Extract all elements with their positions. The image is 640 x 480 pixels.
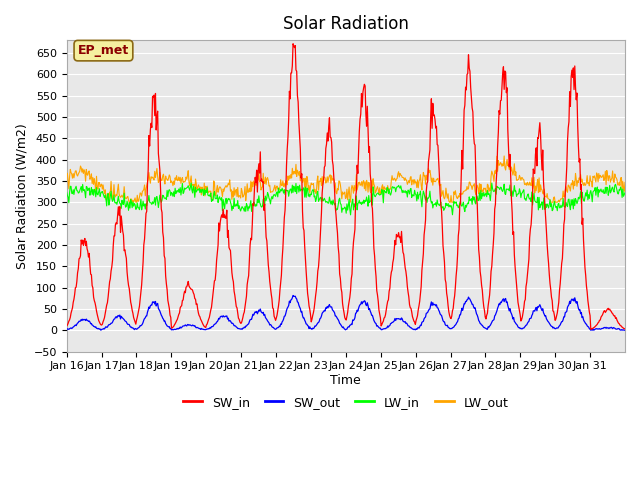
X-axis label: Time: Time bbox=[330, 374, 361, 387]
Title: Solar Radiation: Solar Radiation bbox=[283, 15, 409, 33]
Text: EP_met: EP_met bbox=[78, 44, 129, 57]
Y-axis label: Solar Radiation (W/m2): Solar Radiation (W/m2) bbox=[15, 123, 28, 269]
Legend: SW_in, SW_out, LW_in, LW_out: SW_in, SW_out, LW_in, LW_out bbox=[178, 391, 514, 414]
